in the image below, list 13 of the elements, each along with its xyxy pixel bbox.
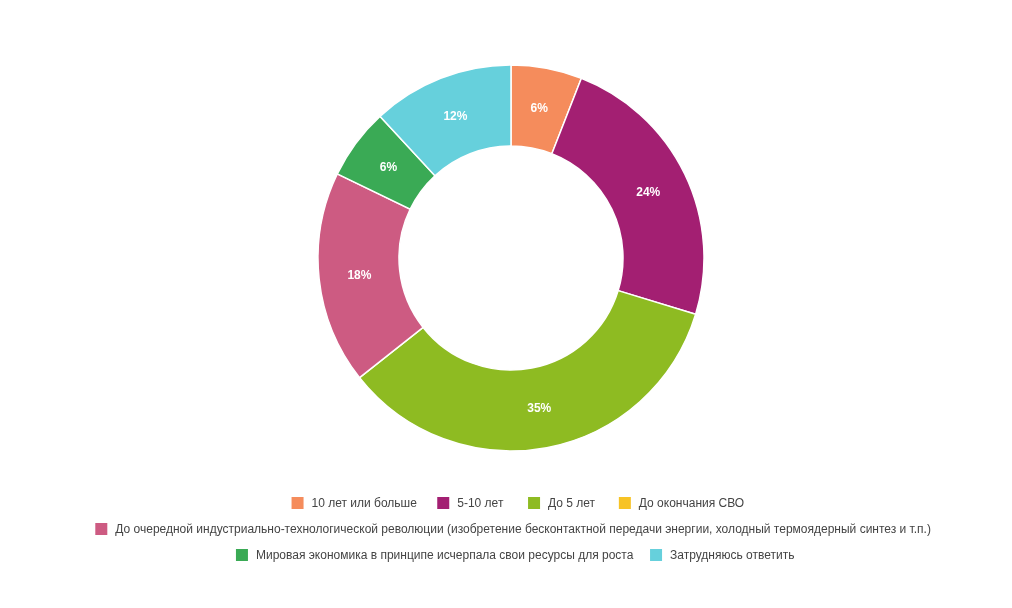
legend-label: Затрудняюсь ответить bbox=[670, 548, 795, 562]
data-label: 6% bbox=[379, 160, 398, 175]
legend-label: До очередной индустриально-технологической революции (изобретение бесконтактной передачи энергии, холодный термоядерный синтез и т.п.) bbox=[115, 522, 931, 536]
legend-label: До окончания СВО bbox=[638, 496, 745, 510]
legend-label: 10 лет или больше bbox=[311, 496, 418, 510]
data-label: 18% bbox=[347, 267, 372, 282]
legend-label: До 5 лет bbox=[548, 496, 596, 510]
legend-label: 5-10 лет bbox=[457, 496, 504, 510]
data-label: 12% bbox=[443, 109, 468, 123]
legend-label: Мировая экономика в принципе исчерпала свои ресурсы для роста bbox=[255, 548, 634, 562]
data-label: 6% bbox=[530, 101, 549, 116]
data-label: 35% bbox=[527, 400, 552, 415]
data-label: 24% bbox=[636, 184, 661, 199]
